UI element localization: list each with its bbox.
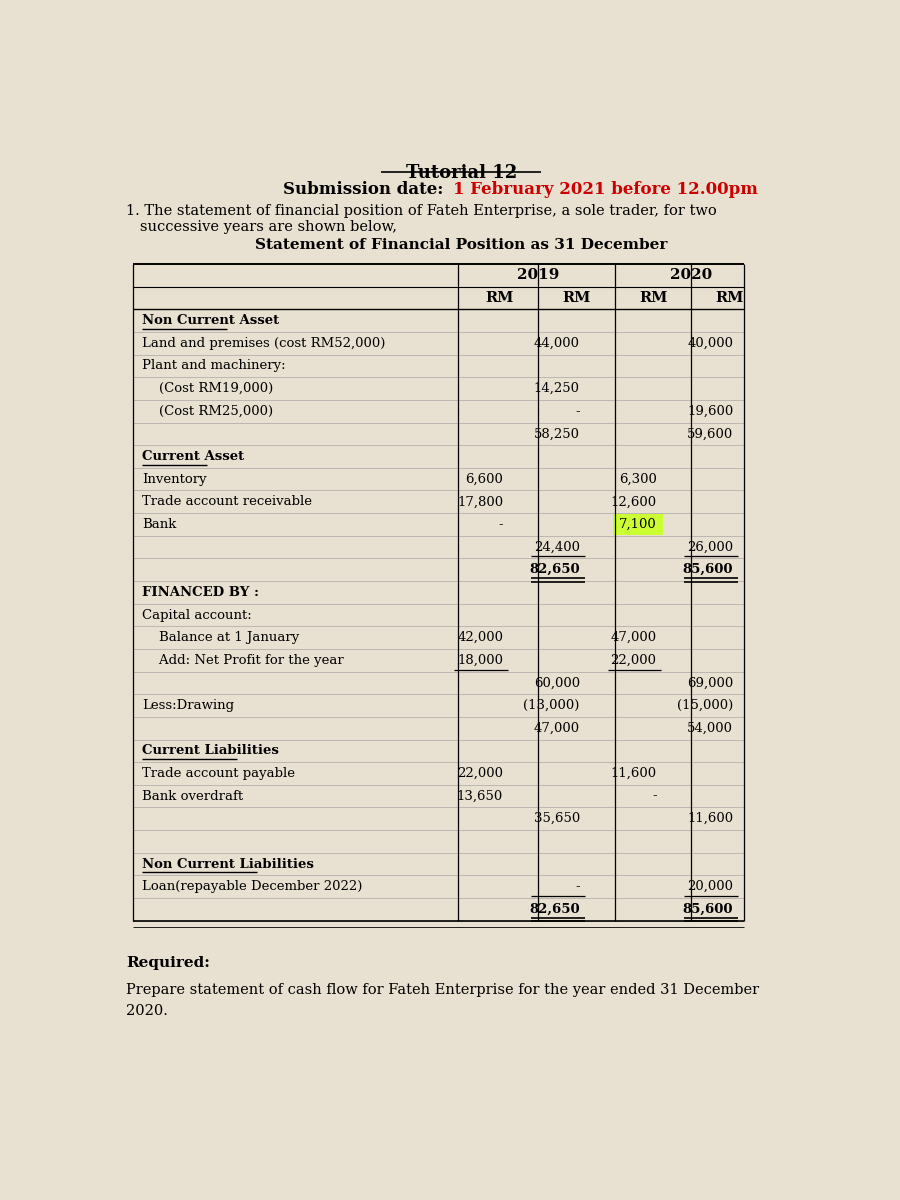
Text: 54,000: 54,000 [688,721,734,734]
Text: 2020.: 2020. [126,1003,168,1018]
Text: 40,000: 40,000 [688,337,734,350]
Text: successive years are shown below,: successive years are shown below, [126,220,398,234]
Text: 24,400: 24,400 [534,540,580,553]
Text: 58,250: 58,250 [534,427,580,440]
Text: Non Current Liabilities: Non Current Liabilities [142,858,314,870]
Text: 11,600: 11,600 [610,767,657,780]
Text: 22,000: 22,000 [610,654,657,667]
Text: Capital account:: Capital account: [142,608,251,622]
Text: -: - [575,404,580,418]
Text: 22,000: 22,000 [457,767,503,780]
Text: FINANCED BY :: FINANCED BY : [142,586,259,599]
Text: Trade account payable: Trade account payable [142,767,295,780]
Text: 18,000: 18,000 [457,654,503,667]
Text: -: - [652,790,657,803]
Text: 69,000: 69,000 [687,677,734,690]
Text: 1. The statement of financial position of Fateh Enterprise, a sole trader, for t: 1. The statement of financial position o… [126,204,717,218]
Text: 35,650: 35,650 [534,812,580,826]
Text: RM: RM [485,292,514,305]
Text: 59,600: 59,600 [687,427,734,440]
Text: 82,650: 82,650 [529,902,580,916]
Text: 82,650: 82,650 [529,563,580,576]
Text: 42,000: 42,000 [457,631,503,644]
Text: Non Current Asset: Non Current Asset [142,314,279,328]
Text: 19,600: 19,600 [687,404,734,418]
Text: 2020: 2020 [670,269,713,282]
Text: (13,000): (13,000) [524,700,580,712]
Text: Less:Drawing: Less:Drawing [142,700,234,712]
Text: Add: Net Profit for the year: Add: Net Profit for the year [142,654,344,667]
Text: 20,000: 20,000 [688,880,734,893]
Text: 44,000: 44,000 [534,337,580,350]
FancyBboxPatch shape [613,515,662,535]
Text: Land and premises (cost RM52,000): Land and premises (cost RM52,000) [142,337,385,350]
Text: Current Liabilities: Current Liabilities [142,744,279,757]
Text: Required:: Required: [126,955,211,970]
Text: -: - [499,518,503,530]
Text: 11,600: 11,600 [688,812,734,826]
Text: 12,600: 12,600 [610,496,657,509]
Text: Statement of Financial Position as 31 December: Statement of Financial Position as 31 De… [255,239,668,252]
Text: 2019: 2019 [517,269,559,282]
Text: 7,100: 7,100 [619,518,657,530]
Text: 47,000: 47,000 [610,631,657,644]
Text: Trade account receivable: Trade account receivable [142,496,311,509]
Text: (Cost RM19,000): (Cost RM19,000) [142,382,273,395]
Text: (15,000): (15,000) [677,700,733,712]
Text: Tutorial 12: Tutorial 12 [406,164,517,182]
Text: RM: RM [716,292,744,305]
Text: RM: RM [562,292,590,305]
Text: (Cost RM25,000): (Cost RM25,000) [142,404,273,418]
Text: 17,800: 17,800 [457,496,503,509]
Text: Bank: Bank [142,518,176,530]
Text: -: - [575,880,580,893]
Text: Plant and machinery:: Plant and machinery: [142,360,285,372]
Text: 47,000: 47,000 [534,721,580,734]
Text: 14,250: 14,250 [534,382,580,395]
Text: 26,000: 26,000 [688,540,734,553]
Text: Bank overdraft: Bank overdraft [142,790,243,803]
Text: 6,300: 6,300 [618,473,657,486]
Text: RM: RM [639,292,667,305]
Text: Prepare statement of cash flow for Fateh Enterprise for the year ended 31 Decemb: Prepare statement of cash flow for Fateh… [126,984,760,997]
Text: Balance at 1 January: Balance at 1 January [142,631,299,644]
Text: 13,650: 13,650 [457,790,503,803]
Text: 85,600: 85,600 [683,563,734,576]
Text: Submission date:: Submission date: [284,181,449,198]
Text: 60,000: 60,000 [534,677,580,690]
Text: Inventory: Inventory [142,473,206,486]
Text: Current Asset: Current Asset [142,450,244,463]
Text: 1 February 2021 before 12.00pm: 1 February 2021 before 12.00pm [453,181,758,198]
Text: Loan(repayable December 2022): Loan(repayable December 2022) [142,880,362,893]
Text: 6,600: 6,600 [465,473,503,486]
Text: 85,600: 85,600 [683,902,734,916]
